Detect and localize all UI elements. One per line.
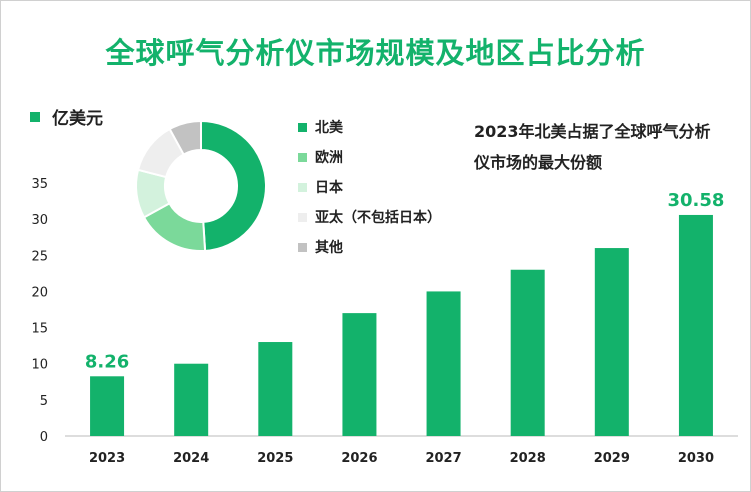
y-tick-label: 35 — [31, 177, 48, 192]
legend-swatch — [298, 122, 307, 132]
unit-swatch — [30, 111, 40, 122]
legend-label: 北美 — [315, 120, 343, 136]
y-tick-label: 20 — [31, 285, 48, 300]
data-label: 8.26 — [85, 351, 129, 372]
y-tick-label: 15 — [31, 322, 48, 337]
bar — [90, 376, 125, 436]
legend-label: 亚太（不包括日本） — [315, 210, 441, 226]
bar — [426, 291, 461, 436]
x-tick-label: 2030 — [678, 451, 714, 466]
bar — [510, 269, 545, 436]
x-tick-label: 2028 — [510, 451, 546, 466]
bar — [258, 342, 293, 436]
unit-legend: 亿美元 — [30, 104, 103, 129]
bar — [594, 248, 629, 436]
legend-label: 日本 — [315, 180, 343, 196]
x-tick-label: 2026 — [341, 451, 377, 466]
bar — [342, 313, 377, 436]
donut-slice — [200, 119, 267, 252]
bar — [174, 363, 209, 436]
bar — [678, 214, 713, 436]
y-tick-label: 10 — [31, 358, 48, 373]
x-tick-label: 2027 — [425, 451, 461, 466]
x-tick-label: 2024 — [173, 451, 209, 466]
y-tick-label: 30 — [31, 213, 48, 228]
legend-swatch — [298, 152, 307, 162]
legend-item-europe: 欧洲 — [298, 142, 441, 172]
legend-item-north-america: 北美 — [298, 112, 441, 142]
chart-title: 全球呼气分析仪市场规模及地区占比分析 — [105, 36, 646, 70]
legend-swatch — [298, 182, 307, 192]
x-tick-label: 2023 — [89, 451, 125, 466]
annotation-note: 2023年北美占据了全球呼气分析仪市场的最大份额 — [474, 122, 711, 172]
legend-label: 其他 — [315, 240, 343, 256]
legend-item-asia-pacific: 亚太（不包括日本） — [298, 202, 441, 232]
data-label: 30.58 — [667, 190, 724, 211]
legend-item-other: 其他 — [298, 232, 441, 262]
legend-item-japan: 日本 — [298, 172, 441, 202]
x-tick-label: 2029 — [594, 451, 630, 466]
unit-label: 亿美元 — [52, 109, 103, 129]
x-tick-label: 2025 — [257, 451, 293, 466]
donut-slice — [168, 119, 202, 156]
y-tick-label: 25 — [31, 249, 48, 264]
legend-label: 欧洲 — [315, 150, 343, 166]
donut-legend: 北美 欧洲 日本 亚太（不包括日本） 其他 — [298, 112, 441, 262]
legend-swatch — [298, 242, 307, 252]
y-tick-label: 5 — [40, 394, 48, 409]
legend-swatch — [298, 212, 307, 222]
y-tick-label: 0 — [40, 430, 48, 445]
